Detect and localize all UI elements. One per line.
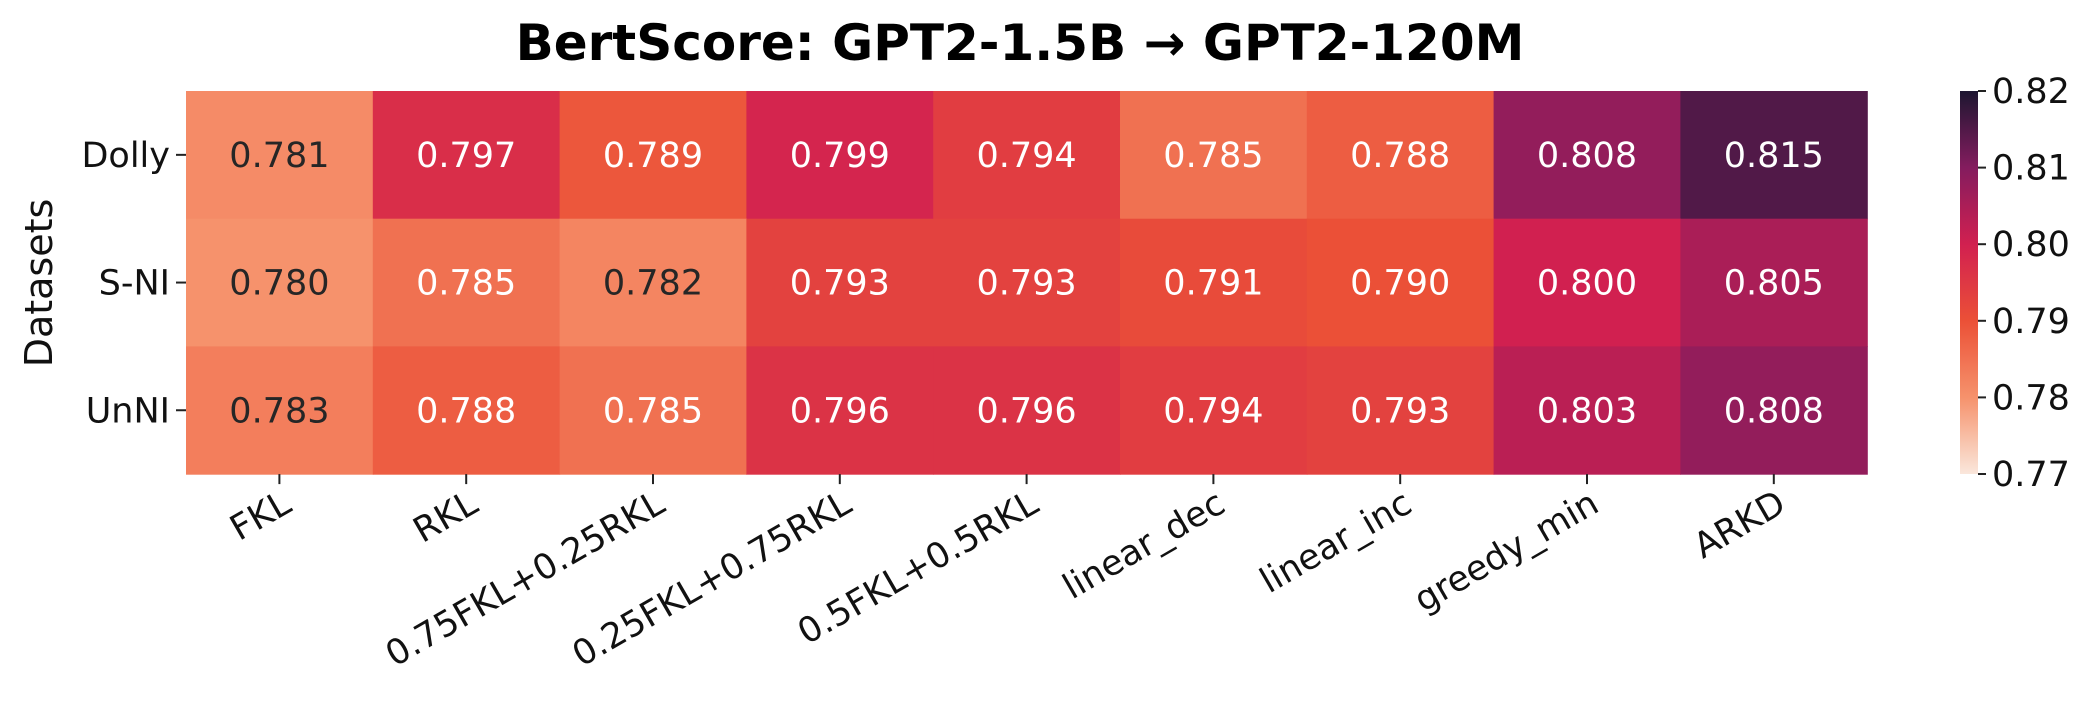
colorbar-ticks: 0.82 0.81 0.80 0.79 0.78 0.77 [1978, 72, 2070, 495]
cell-value-label: 0.805 [1724, 264, 1824, 304]
heatmap-cell [1680, 91, 1868, 220]
cell-value-label: 0.797 [416, 136, 516, 176]
heatmap-cell [933, 91, 1121, 220]
x-tick-label: RKL [407, 483, 485, 551]
x-tick-label: ARKD [1687, 483, 1792, 567]
y-axis-ticks: Dolly S-NI UnNI [81, 136, 186, 431]
colorbar-tick-label: 0.77 [1992, 455, 2070, 495]
heatmap-cell [1493, 91, 1681, 220]
cell-value-label: 0.793 [976, 264, 1076, 304]
cell-value-label: 0.780 [229, 264, 329, 304]
heatmap-cell [933, 346, 1121, 475]
heatmap-cell [1306, 218, 1495, 347]
cell-value-label: 0.815 [1724, 136, 1824, 176]
cell-value-label: 0.785 [1163, 136, 1263, 176]
heatmap-cell [1680, 346, 1868, 475]
colorbar-tick-label: 0.78 [1992, 378, 2070, 418]
cell-value-label: 0.808 [1537, 136, 1637, 176]
heatmap-cell [1120, 346, 1308, 475]
cell-value-label: 0.803 [1537, 391, 1637, 431]
heatmap-cell [933, 218, 1121, 347]
heatmap-cell [1493, 346, 1681, 475]
y-tick-label: Dolly [81, 136, 170, 176]
heatmap-cell [1493, 218, 1681, 347]
cell-value-label: 0.788 [416, 391, 516, 431]
cell-value-label: 0.808 [1724, 391, 1824, 431]
heatmap-cell [746, 346, 934, 475]
chart-title: BertScore: GPT2-1.5B → GPT2-120M [516, 14, 1525, 72]
cell-value-label: 0.790 [1350, 264, 1450, 304]
x-axis-ticks: FKL RKL0.75FKL+0.25RKL0.25FKL+0.75RKL0.5F… [224, 474, 1792, 675]
y-tick-label: UnNI [86, 391, 170, 431]
colorbar-tick-label: 0.79 [1992, 302, 2070, 342]
colorbar-tick-label: 0.82 [1992, 72, 2070, 112]
cell-value-label: 0.794 [976, 136, 1076, 176]
x-tick-label: FKL [224, 483, 299, 549]
cell-value-label: 0.794 [1163, 391, 1263, 431]
colorbar-tick-label: 0.80 [1992, 225, 2070, 265]
heatmap-cell [372, 91, 561, 220]
heatmap-cell [186, 91, 374, 220]
cell-value-label: 0.796 [976, 391, 1076, 431]
cell-value-label: 0.783 [229, 391, 329, 431]
cell-value-label: 0.782 [603, 264, 703, 304]
heatmap-cells: 0.781 0.797 0.789 0.799 0.794 0.785 0.788 0.808… [186, 91, 1868, 475]
heatmap-cell [372, 346, 561, 475]
heatmap-cell [1120, 218, 1308, 347]
heatmap-cell [186, 346, 374, 475]
y-axis-label: Datasets [17, 199, 61, 368]
x-tick-label: linear_inc [1254, 483, 1419, 601]
heatmap-cell [1120, 91, 1308, 220]
heatmap-cell [1306, 91, 1495, 220]
heatmap-cell [746, 218, 934, 347]
cell-value-label: 0.799 [790, 136, 890, 176]
cell-value-label: 0.785 [603, 391, 703, 431]
heatmap-cell [372, 218, 561, 347]
cell-value-label: 0.785 [416, 264, 516, 304]
cell-value-label: 0.793 [790, 264, 890, 304]
cell-value-label: 0.781 [229, 136, 329, 176]
heatmap-cell [559, 346, 747, 475]
heatmap-cell [1680, 218, 1868, 347]
cell-value-label: 0.796 [790, 391, 890, 431]
heatmap-cell [746, 91, 934, 220]
x-tick-label: linear_dec [1056, 483, 1231, 607]
colorbar [1960, 91, 1978, 474]
heatmap-cell [1306, 346, 1495, 475]
cell-value-label: 0.789 [603, 136, 703, 176]
y-tick-label: S-NI [99, 264, 170, 304]
colorbar-tick-label: 0.81 [1992, 149, 2070, 189]
x-tick-label: greedy_min [1408, 483, 1606, 620]
cell-value-label: 0.793 [1350, 391, 1450, 431]
cell-value-label: 0.788 [1350, 136, 1450, 176]
cell-value-label: 0.800 [1537, 264, 1637, 304]
heatmap-cell [559, 91, 747, 220]
heatmap-cell [559, 218, 747, 347]
cell-value-label: 0.791 [1163, 264, 1263, 304]
heatmap-cell [186, 218, 374, 347]
